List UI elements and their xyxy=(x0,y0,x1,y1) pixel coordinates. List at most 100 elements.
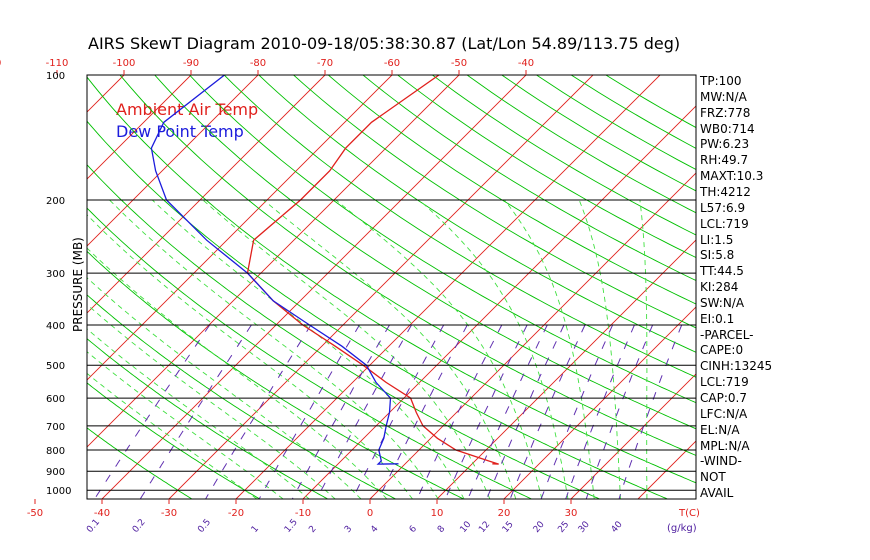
isotherm-line xyxy=(101,75,527,499)
bottom-tick-label: -10 xyxy=(295,508,311,519)
pressure-tick-label: 900 xyxy=(46,467,65,478)
isotherm-line xyxy=(503,306,696,499)
side-index-20: CAP:0.7 xyxy=(700,391,747,405)
mixing-ratio-line xyxy=(565,324,635,499)
dry-adiabat-line xyxy=(189,75,696,404)
mixing-ratio-label: 20 xyxy=(532,520,547,535)
isotherm-line xyxy=(772,75,870,499)
isotherm-line xyxy=(436,239,696,499)
side-index-7: TH:4212 xyxy=(700,184,751,199)
moist-adiabat-line xyxy=(87,328,310,499)
side-index-15: EI:0.1 xyxy=(700,311,735,326)
top-tick-label: -80 xyxy=(250,58,266,69)
pressure-tick-label: 500 xyxy=(46,361,65,372)
dry-adiabat-line xyxy=(87,76,696,484)
side-index-23: MPL:N/A xyxy=(700,438,750,453)
moist-adiabat-line xyxy=(151,199,465,499)
top-tick-label: -100 xyxy=(113,58,136,69)
mixing-ratio-label: 3 xyxy=(343,524,354,535)
side-index-6: MAXT:10.3 xyxy=(700,169,764,184)
side-index-17: CAPE:0 xyxy=(700,343,744,358)
mixing-ratio-label: 40 xyxy=(610,520,625,535)
isotherm-line xyxy=(0,75,57,499)
pressure-tick-label: 200 xyxy=(46,196,65,207)
pressure-tick-label: 700 xyxy=(46,422,65,433)
top-tick-label: -110 xyxy=(46,58,69,69)
isotherm-line xyxy=(87,75,326,314)
mixing-ratio-label: 30 xyxy=(577,520,592,535)
side-index-12: TT:44.5 xyxy=(700,264,744,279)
temperature-profile-line xyxy=(246,75,499,465)
side-index-22: EL:N/A xyxy=(700,422,740,437)
mixing-ratio-line xyxy=(139,324,252,499)
mixing-ratio-label: 1.5 xyxy=(283,518,300,535)
side-index-21: LFC:N/A xyxy=(700,406,748,421)
mixing-ratio-label: 25 xyxy=(556,520,571,535)
side-index-4: PW:6.23 xyxy=(700,137,750,152)
mixing-ratio-line xyxy=(467,324,548,499)
mixing-ratio-line xyxy=(205,324,312,499)
isotherm-line xyxy=(87,75,460,448)
temperature-axis-title: T(C) xyxy=(678,508,700,519)
mixing-ratio-label: 0.1 xyxy=(85,518,102,535)
mixing-ratio-line xyxy=(618,324,683,499)
bottom-tick-label: 30 xyxy=(565,508,578,519)
moist-adiabat-line xyxy=(335,199,543,499)
top-tick-label: -50 xyxy=(451,58,467,69)
side-index-8: L57:6.9 xyxy=(700,200,746,215)
dry-adiabat-line xyxy=(258,75,696,353)
top-tick-label: -40 xyxy=(518,58,534,69)
side-index-0: TP:100 xyxy=(700,74,742,88)
mixing-ratio-line xyxy=(486,324,565,499)
isotherm-line xyxy=(570,373,696,499)
dry-adiabat-line xyxy=(154,75,696,430)
mixing-ratio-label: 4 xyxy=(369,524,381,535)
dewpoint-profile-line xyxy=(150,75,399,465)
bottom-tick-label: -40 xyxy=(94,508,110,519)
mixing-ratio-line xyxy=(540,324,614,499)
moist-adiabat-line xyxy=(504,199,595,499)
pressure-tick-label: 100 xyxy=(46,71,65,82)
chart-title: AIRS SkewT Diagram 2010-09-18/05:38:30.8… xyxy=(88,34,681,53)
moist-adiabat-line xyxy=(109,199,439,499)
side-index-13: KI:284 xyxy=(700,280,739,295)
legend-dew-point-temp: Dew Point Temp xyxy=(116,122,244,141)
bottom-tick-label: -20 xyxy=(228,508,244,519)
moist-adiabat-line xyxy=(87,247,388,499)
side-index-14: SW:N/A xyxy=(700,295,745,310)
side-index-16: -PARCEL- xyxy=(700,327,754,342)
mixing-ratio-label: 1 xyxy=(250,524,261,535)
bottom-tick-label: 20 xyxy=(498,508,511,519)
mixing-ratio-label: 12 xyxy=(477,520,492,535)
bottom-tick-label: 0 xyxy=(367,508,373,519)
moist-adiabat-line xyxy=(418,199,569,499)
moist-adiabat-line xyxy=(639,199,648,499)
mixing-ratio-line xyxy=(509,324,586,499)
mixing-ratio-label: 8 xyxy=(436,524,448,535)
side-index-11: SI:5.8 xyxy=(700,248,735,263)
dry-adiabat-line xyxy=(293,75,696,329)
mixing-ratio-line xyxy=(351,324,445,499)
bottom-tick-label: 10 xyxy=(431,508,444,519)
dry-adiabat-line xyxy=(87,294,396,499)
side-index-19: LCL:719 xyxy=(700,375,749,390)
side-index-9: LCL:719 xyxy=(700,216,749,231)
moist-adiabat-line xyxy=(263,199,517,499)
side-index-3: WB0:714 xyxy=(700,121,755,136)
mixing-ratio-line xyxy=(378,324,468,499)
side-index-24: -WIND- xyxy=(700,454,742,469)
top-tick-label: -70 xyxy=(317,58,333,69)
dry-adiabat-line xyxy=(87,250,464,499)
top-tick-label: -120 xyxy=(0,58,1,69)
mixing-ratio-line xyxy=(94,324,211,499)
isotherm-line xyxy=(369,172,696,499)
dry-adiabat-line xyxy=(87,120,668,499)
pressure-tick-label: 300 xyxy=(46,269,65,280)
mixing-ratio-line xyxy=(416,324,503,499)
mixing-ratio-line xyxy=(316,324,412,499)
pressure-tick-label: 400 xyxy=(46,321,65,332)
dry-adiabat-line xyxy=(87,382,261,499)
moist-adiabat-line xyxy=(202,199,491,499)
mixing-ratio-line xyxy=(258,324,360,499)
